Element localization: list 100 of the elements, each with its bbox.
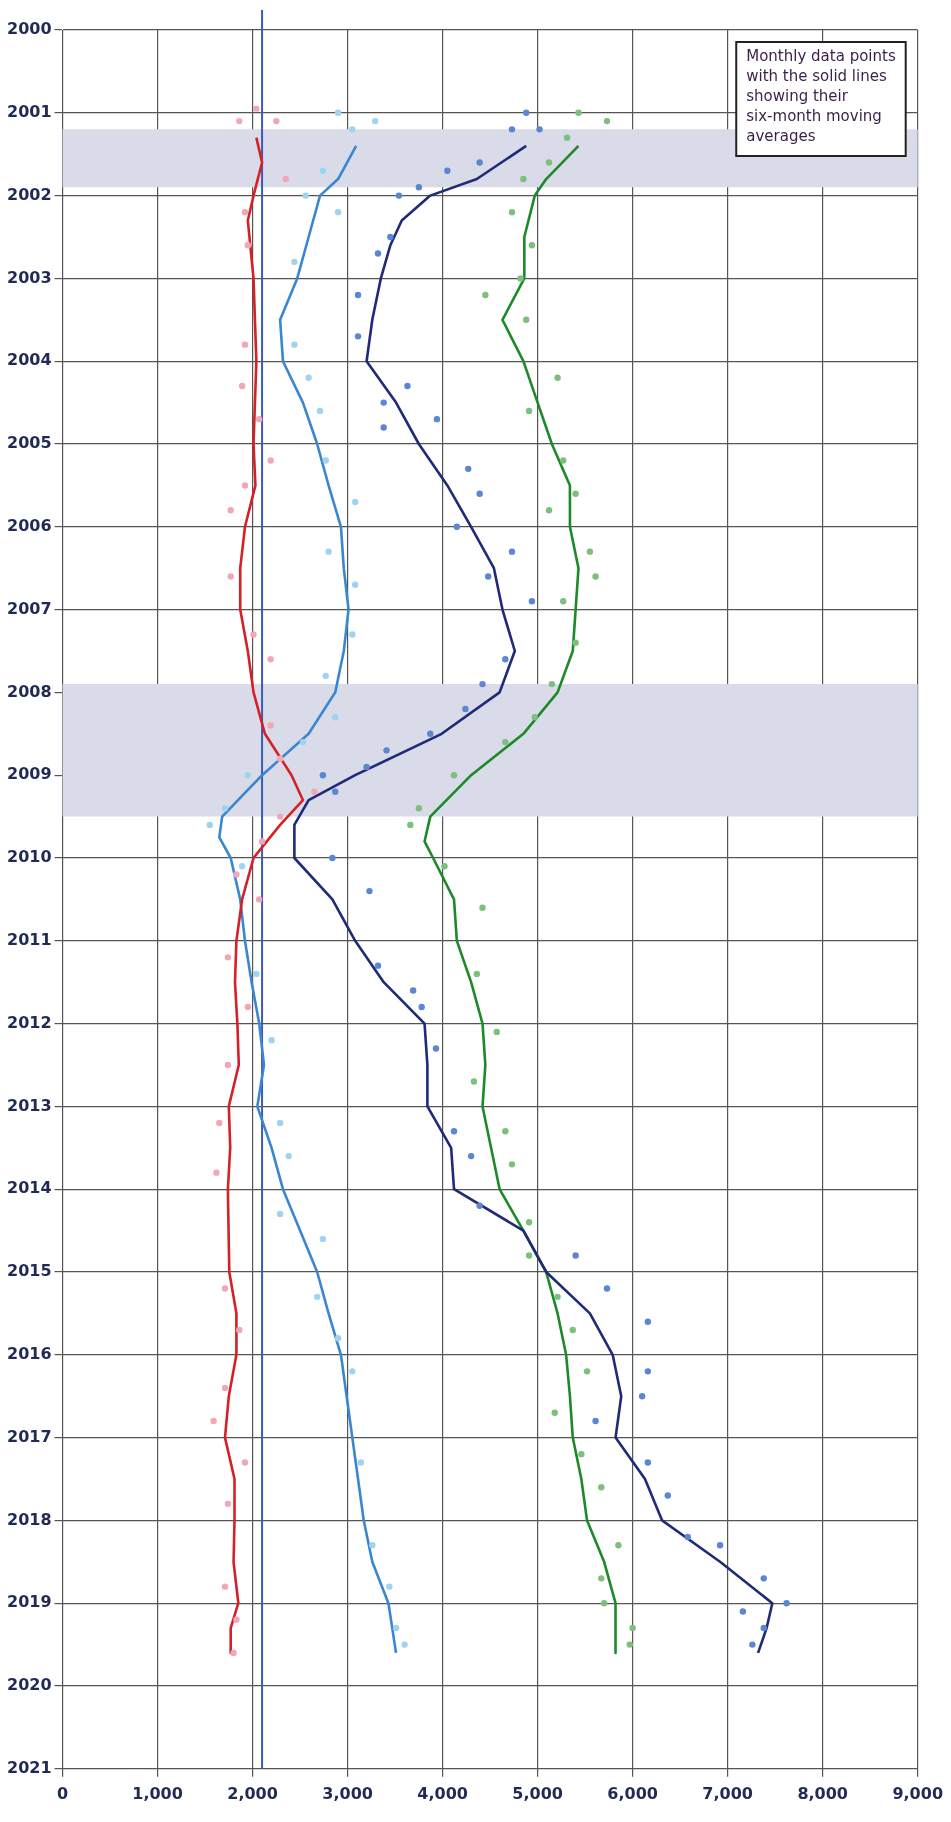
point — [227, 507, 234, 514]
point — [392, 1624, 400, 1632]
point — [276, 1119, 284, 1127]
point — [349, 631, 356, 638]
point — [267, 722, 274, 729]
point — [508, 126, 516, 133]
point — [302, 192, 309, 199]
point — [418, 1003, 425, 1011]
point — [241, 1459, 249, 1466]
point — [256, 415, 263, 423]
point — [554, 374, 561, 381]
point — [241, 341, 249, 348]
point — [244, 242, 252, 249]
point — [603, 1285, 611, 1292]
point — [583, 1368, 591, 1375]
point — [319, 1235, 327, 1243]
point — [450, 772, 458, 779]
point — [253, 970, 260, 978]
point — [548, 680, 556, 688]
y-tick-label: 2008 — [7, 681, 52, 701]
point — [325, 548, 332, 555]
point — [569, 1326, 576, 1334]
point — [380, 399, 387, 406]
point — [517, 275, 524, 282]
point — [760, 1575, 767, 1582]
point — [267, 457, 274, 464]
point — [545, 159, 553, 166]
point — [383, 747, 390, 754]
point — [374, 962, 382, 969]
point — [528, 598, 536, 605]
point — [716, 1542, 724, 1549]
point — [276, 813, 284, 820]
point — [253, 105, 260, 112]
point — [244, 772, 252, 779]
point — [598, 1575, 605, 1582]
point — [520, 175, 527, 183]
point — [592, 573, 599, 580]
point — [615, 1542, 622, 1549]
point — [644, 1368, 652, 1375]
point — [224, 1061, 232, 1069]
point — [291, 341, 298, 348]
point — [603, 117, 611, 125]
point — [749, 1641, 756, 1648]
point — [476, 159, 483, 166]
point — [427, 730, 434, 737]
point — [485, 573, 492, 580]
point — [684, 1533, 691, 1541]
point — [502, 738, 509, 746]
point — [395, 192, 403, 199]
x-tick-label: 6,000 — [607, 1783, 658, 1803]
point — [258, 838, 266, 845]
point — [508, 1161, 516, 1168]
point — [638, 1393, 646, 1400]
point — [244, 1003, 252, 1011]
y-tick-label: 2005 — [7, 433, 52, 453]
point — [586, 548, 594, 555]
point — [221, 805, 229, 812]
point — [551, 1409, 558, 1416]
point — [479, 680, 486, 688]
point — [479, 904, 486, 911]
y-tick-label: 2000 — [7, 19, 52, 39]
point — [351, 581, 359, 588]
point — [241, 208, 249, 216]
point — [285, 1152, 292, 1160]
point — [473, 970, 481, 978]
point — [241, 482, 249, 489]
point — [386, 1583, 393, 1590]
point — [227, 573, 234, 580]
point — [363, 763, 370, 771]
point — [276, 1210, 284, 1218]
y-tick-label: 2009 — [7, 764, 52, 784]
point — [525, 407, 533, 415]
point — [578, 1450, 585, 1458]
point — [409, 987, 417, 994]
x-tick-label: 5,000 — [512, 1783, 563, 1803]
y-tick-label: 2002 — [7, 184, 52, 204]
point — [238, 863, 246, 870]
point — [305, 374, 312, 381]
point — [319, 167, 327, 174]
point — [351, 498, 359, 506]
point — [482, 291, 489, 299]
x-tick-label: 7,000 — [702, 1783, 753, 1803]
point — [415, 184, 423, 191]
y-tick-label: 2012 — [7, 1012, 52, 1032]
point — [502, 1128, 509, 1135]
point — [629, 1624, 636, 1632]
point — [299, 738, 307, 746]
y-tick-label: 2018 — [7, 1509, 52, 1529]
point — [354, 333, 362, 340]
point — [210, 1417, 217, 1425]
point — [322, 457, 329, 464]
point — [467, 1152, 475, 1160]
x-tick-label: 3,000 — [322, 1783, 373, 1803]
point — [560, 598, 567, 605]
point — [502, 656, 509, 663]
y-tick-label: 2017 — [7, 1426, 52, 1446]
point — [644, 1459, 652, 1466]
point — [536, 126, 543, 133]
point — [444, 167, 451, 174]
point — [401, 1641, 408, 1648]
